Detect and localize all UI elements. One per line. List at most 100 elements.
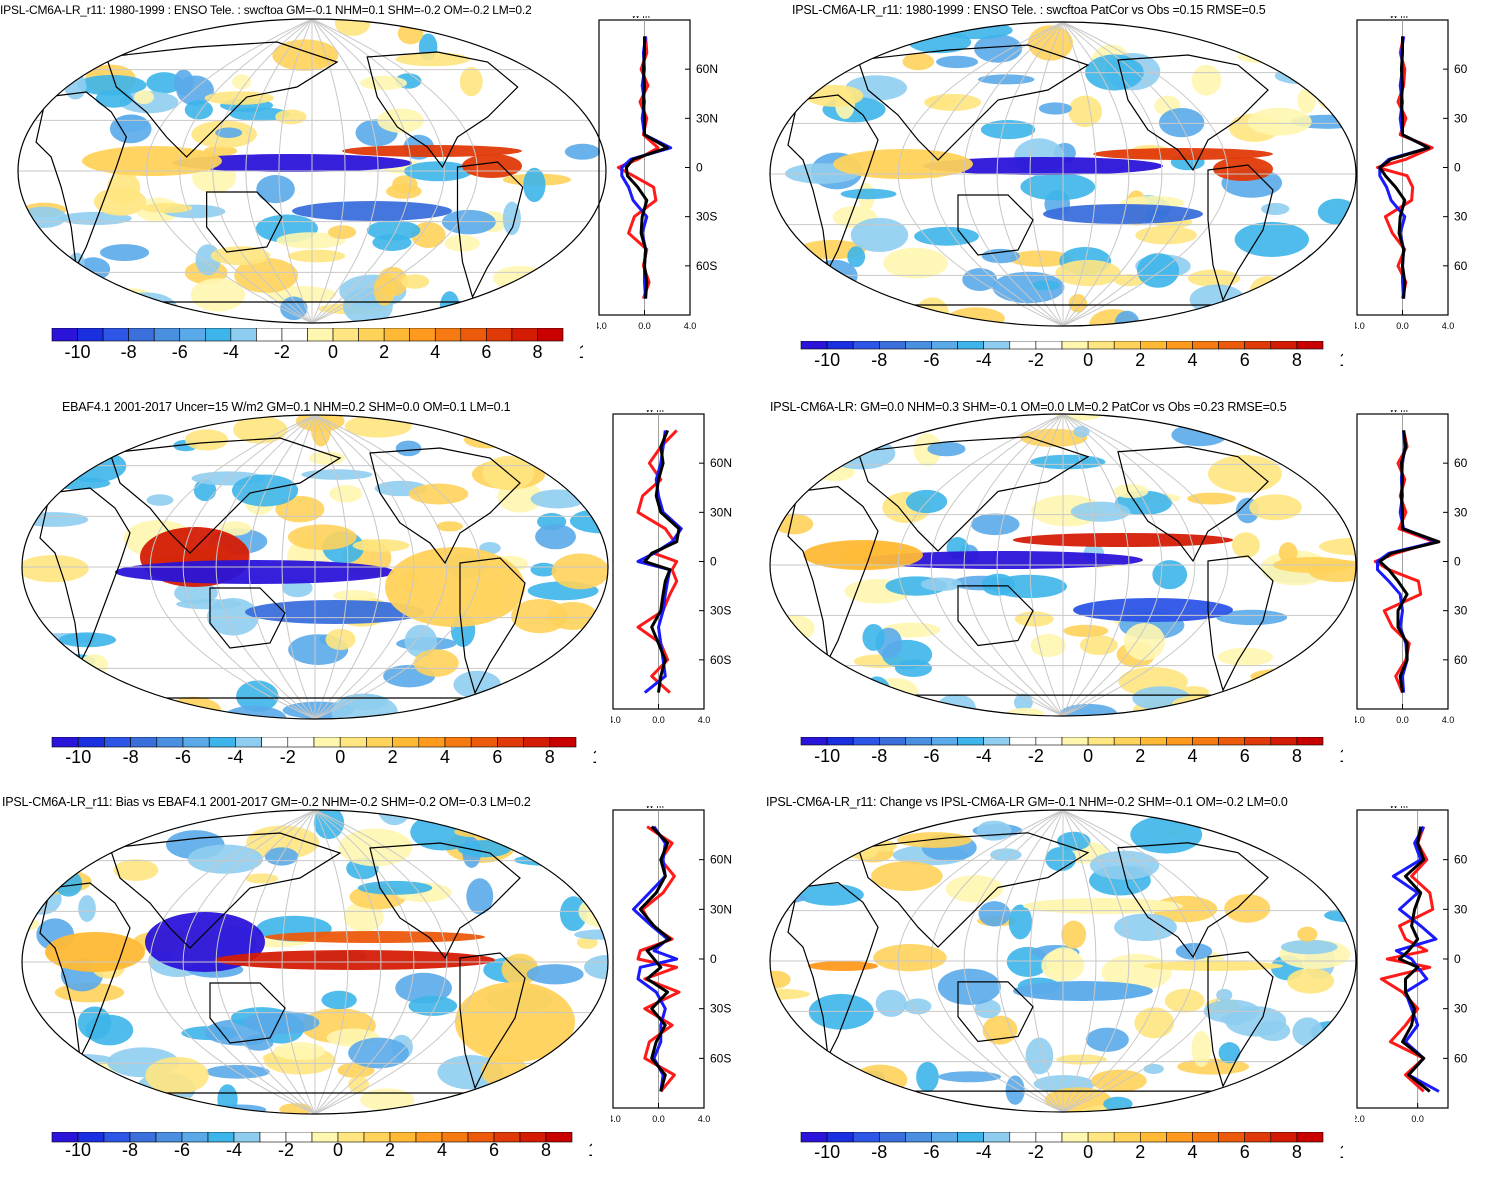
colorbar-swatch bbox=[511, 328, 538, 342]
colorbar-swatch bbox=[852, 1132, 880, 1143]
anomaly-patch bbox=[945, 875, 1004, 903]
anomaly-patch bbox=[1309, 66, 1356, 80]
colorbar-swatch bbox=[1166, 737, 1193, 746]
anomaly-patch bbox=[1143, 1063, 1164, 1074]
colorbar-swatch bbox=[852, 737, 880, 746]
anomaly-patch bbox=[970, 513, 1020, 536]
anomaly-patch bbox=[1315, 248, 1356, 283]
continent-outline bbox=[369, 842, 521, 960]
anomaly-patch bbox=[1057, 831, 1091, 851]
colorbar-label: -2 bbox=[1028, 350, 1044, 370]
anomaly-patch bbox=[245, 873, 279, 884]
colorbar-label: -4 bbox=[976, 1142, 992, 1162]
profile-x-tick-label: 4.0 bbox=[1442, 321, 1455, 331]
anomaly-patch bbox=[903, 998, 932, 1015]
colorbar-swatch bbox=[182, 737, 210, 748]
zonal-line-black bbox=[638, 825, 672, 1092]
colorbar-swatch bbox=[1218, 1132, 1246, 1143]
anomaly-patch bbox=[457, 840, 511, 858]
colorbar-swatch bbox=[156, 737, 184, 748]
colorbar-swatch bbox=[826, 737, 854, 746]
anomaly-patch bbox=[1005, 1075, 1025, 1105]
colorbar-label: 4 bbox=[1187, 350, 1197, 370]
anomaly-patch bbox=[872, 414, 897, 430]
map bbox=[769, 21, 1357, 327]
anomaly-patch bbox=[217, 1084, 238, 1114]
colorbar-label: 8 bbox=[1292, 746, 1302, 766]
continent-outline bbox=[209, 982, 286, 1044]
map-border bbox=[769, 809, 1357, 1113]
colorbar-label: 4 bbox=[430, 342, 440, 362]
continent-outline bbox=[39, 487, 131, 666]
colorbar-swatch bbox=[905, 1132, 932, 1143]
colorbar-label: 4 bbox=[1187, 746, 1197, 766]
anomaly-patch bbox=[1030, 633, 1067, 657]
colorbar-swatch bbox=[261, 737, 289, 748]
colorbar-swatch bbox=[1244, 341, 1272, 350]
colorbar-swatch bbox=[434, 328, 462, 342]
colorbar-swatch bbox=[104, 737, 131, 748]
colorbar-swatch bbox=[230, 328, 257, 342]
anomaly-patch bbox=[576, 936, 598, 949]
anomaly-patch bbox=[590, 476, 608, 505]
colorbar-label: 2 bbox=[388, 747, 398, 767]
colorbar-swatch bbox=[153, 328, 181, 342]
colorbar-label: -8 bbox=[871, 350, 887, 370]
zonal-profile: W m⁻² 60 30 0 30 60 -4.0 0.0 4.0 bbox=[1355, 410, 1468, 725]
profile-x-tick-label: 0.0 bbox=[652, 1114, 665, 1124]
anomaly-patch bbox=[143, 415, 175, 439]
anomaly-patch bbox=[287, 249, 346, 263]
continent-outline bbox=[35, 91, 128, 270]
profile-x-tick-label: 0.0 bbox=[652, 715, 665, 725]
anomaly-patch bbox=[584, 955, 608, 980]
colorbar-label: -6 bbox=[923, 1142, 939, 1162]
anomaly-patch bbox=[1208, 454, 1282, 493]
colorbar-swatch bbox=[1244, 737, 1272, 746]
continent-outline bbox=[1117, 842, 1269, 959]
colorbar-label: -6 bbox=[923, 350, 939, 370]
anomaly-patch bbox=[1234, 694, 1262, 714]
anomaly-patch bbox=[22, 659, 55, 679]
anomaly-patch bbox=[173, 69, 194, 96]
anomaly-patch bbox=[534, 1063, 558, 1098]
colorbar-label: -2 bbox=[280, 747, 296, 767]
colorbar-swatch bbox=[1113, 341, 1141, 350]
colorbar-label: -6 bbox=[175, 747, 191, 767]
colorbar-swatch bbox=[1113, 1132, 1141, 1143]
colorbar: -10 -8 -6 -4 -2 0 2 4 6 8 10 bbox=[800, 341, 1343, 370]
colorbar-label: 6 bbox=[489, 1140, 499, 1160]
anomaly-patch bbox=[1187, 492, 1236, 505]
anomaly-patch bbox=[902, 53, 935, 71]
anomaly-patch bbox=[232, 74, 252, 90]
anomaly-patch bbox=[1079, 635, 1118, 655]
anomaly-patch bbox=[920, 577, 962, 592]
colorbar-swatch bbox=[77, 328, 104, 342]
colorbar-swatch bbox=[332, 328, 359, 342]
colorbar-label: 10 bbox=[588, 1140, 592, 1160]
zonal-line-red bbox=[636, 825, 681, 1093]
anomaly-patch bbox=[329, 485, 363, 503]
colorbar-label: 10 bbox=[592, 747, 596, 767]
colorbar-label: -10 bbox=[65, 1140, 91, 1160]
anomaly-patch bbox=[770, 288, 818, 322]
colorbar-swatch bbox=[1166, 1132, 1193, 1143]
anomaly-patch bbox=[974, 34, 1023, 63]
colorbar-label: 10 bbox=[1339, 350, 1343, 370]
anomaly-patch bbox=[1025, 1037, 1054, 1075]
continent-outline bbox=[206, 191, 283, 253]
anomaly-patch bbox=[1237, 50, 1311, 64]
anomaly-patch bbox=[1271, 22, 1289, 44]
colorbar-swatch bbox=[957, 1132, 985, 1143]
anomaly-patch bbox=[526, 964, 584, 985]
anomaly-patch bbox=[871, 861, 943, 891]
colorbar-swatch bbox=[1270, 341, 1298, 350]
anomaly-patch bbox=[1113, 484, 1149, 499]
anomaly-patch bbox=[184, 100, 213, 120]
lat-tick-label: 60N bbox=[710, 456, 732, 470]
anomaly-feature bbox=[1093, 148, 1273, 160]
anomaly-patch bbox=[862, 624, 885, 651]
anomaly-patch bbox=[773, 614, 815, 642]
anomaly-patch bbox=[287, 524, 357, 550]
colorbar-swatch bbox=[1061, 1132, 1089, 1143]
colorbar-label: -4 bbox=[976, 350, 992, 370]
